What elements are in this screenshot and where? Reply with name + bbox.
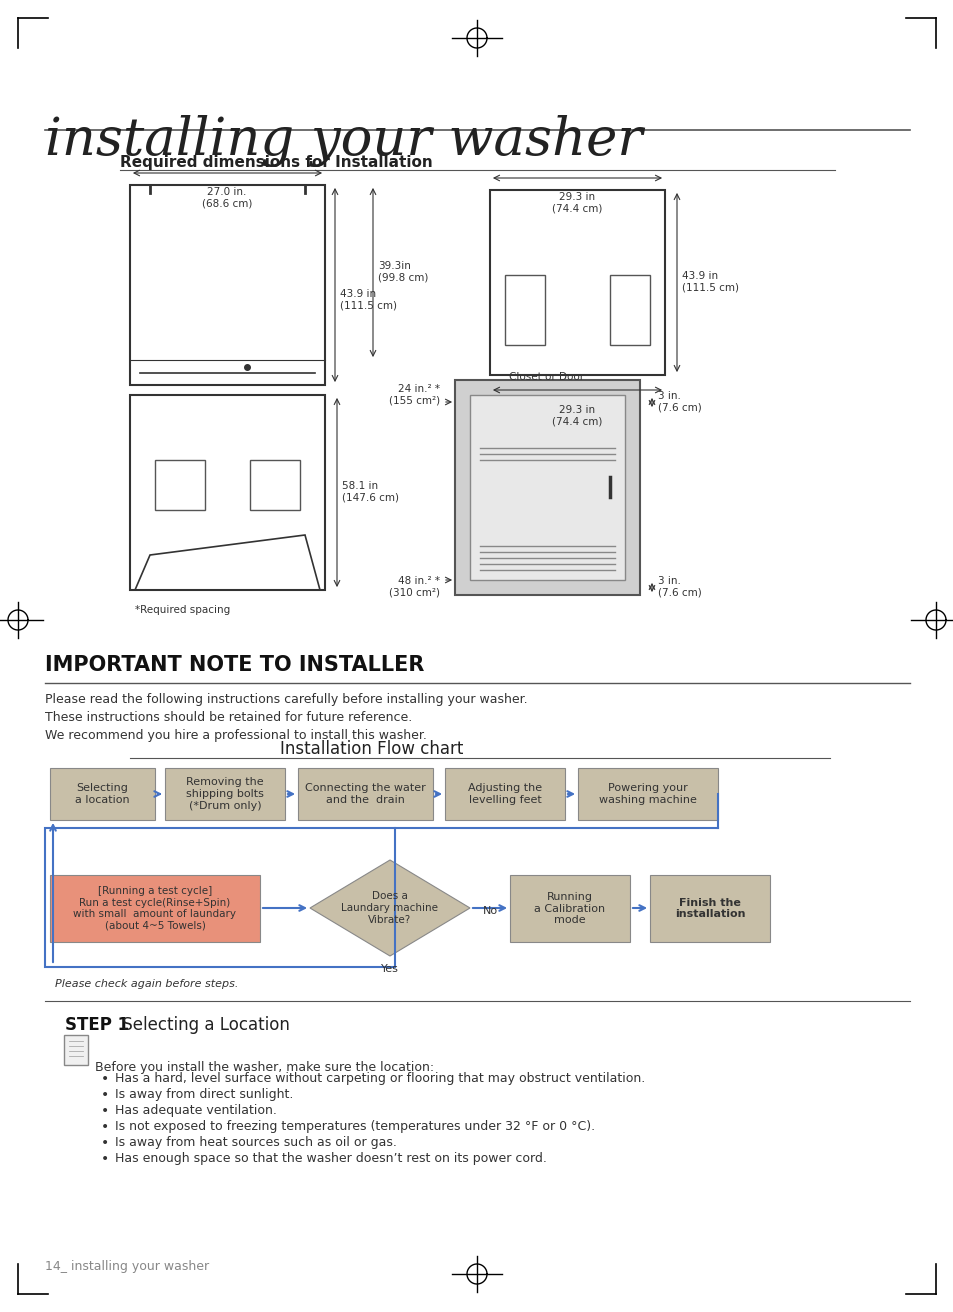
Text: Yes: Yes [380,964,398,974]
Polygon shape [310,859,470,956]
Text: 27.0 in.
(68.6 cm): 27.0 in. (68.6 cm) [202,188,252,209]
Text: Please check again before steps.: Please check again before steps. [55,979,238,989]
Text: These instructions should be retained for future reference.: These instructions should be retained fo… [45,711,412,724]
Bar [154,461,205,510]
Text: 3 in.
(7.6 cm): 3 in. (7.6 cm) [658,391,701,413]
Text: Is away from heat sources such as oil or gas.: Is away from heat sources such as oil or… [115,1136,396,1149]
Text: Closet or Door: Closet or Door [509,373,584,382]
Text: Running
a Calibration
mode: Running a Calibration mode [534,892,605,925]
Bar [130,395,325,590]
Text: 24 in.² *
(155 cm²): 24 in.² * (155 cm²) [389,384,439,405]
Text: Selecting a Location: Selecting a Location [117,1015,290,1034]
Text: Finish the
installation: Finish the installation [674,897,744,920]
Text: Please read the following instructions carefully before installing your washer.: Please read the following instructions c… [45,693,527,706]
FancyBboxPatch shape [444,768,564,820]
Text: Has a hard, level surface without carpeting or flooring that may obstruct ventil: Has a hard, level surface without carpet… [115,1072,644,1085]
Text: Has adequate ventilation.: Has adequate ventilation. [115,1103,276,1117]
Text: •: • [101,1152,109,1166]
FancyBboxPatch shape [50,875,260,942]
Text: •: • [101,1072,109,1086]
Text: 14_ installing your washer: 14_ installing your washer [45,1260,209,1273]
Text: Connecting the water
and the  drain: Connecting the water and the drain [305,783,425,804]
Bar [455,380,639,596]
FancyBboxPatch shape [578,768,718,820]
FancyBboxPatch shape [64,1035,88,1065]
Bar [250,461,299,510]
Text: We recommend you hire a professional to install this washer.: We recommend you hire a professional to … [45,729,426,743]
Text: [Running a test cycle]
Run a test cycle(Rinse+Spin)
with small  amount of launda: [Running a test cycle] Run a test cycle(… [73,886,236,932]
Bar [470,395,624,580]
Text: installing your washer: installing your washer [45,115,642,167]
Text: •: • [101,1136,109,1151]
Text: 48 in.² *
(310 cm²): 48 in.² * (310 cm²) [389,576,439,598]
Text: Powering your
washing machine: Powering your washing machine [598,783,697,804]
Text: IMPORTANT NOTE TO INSTALLER: IMPORTANT NOTE TO INSTALLER [45,655,424,674]
FancyBboxPatch shape [165,768,285,820]
Text: •: • [101,1088,109,1102]
Text: Has enough space so that the washer doesn’t rest on its power cord.: Has enough space so that the washer does… [115,1152,546,1165]
Text: Required dimensions for Installation: Required dimensions for Installation [120,155,433,171]
Text: 43.9 in
(111.5 cm): 43.9 in (111.5 cm) [681,272,739,293]
Text: Before you install the washer, make sure the location:: Before you install the washer, make sure… [95,1061,434,1075]
Text: •: • [101,1103,109,1118]
Text: Removing the
shipping bolts
(*Drum only): Removing the shipping bolts (*Drum only) [186,778,264,811]
Text: •: • [101,1120,109,1134]
Text: Selecting
a location: Selecting a location [75,783,130,804]
FancyBboxPatch shape [510,875,629,942]
Text: Is away from direct sunlight.: Is away from direct sunlight. [115,1088,294,1101]
Text: Is not exposed to freezing temperatures (temperatures under 32 °F or 0 °C).: Is not exposed to freezing temperatures … [115,1120,595,1134]
Text: 29.3 in
(74.4 cm): 29.3 in (74.4 cm) [551,405,601,426]
Bar [45,828,395,967]
Bar [130,185,325,384]
Bar [490,190,664,375]
Text: 29.3 in
(74.4 cm): 29.3 in (74.4 cm) [551,192,601,214]
Text: *Required spacing: *Required spacing [135,605,230,615]
FancyBboxPatch shape [649,875,769,942]
Bar [609,276,649,345]
FancyBboxPatch shape [297,768,433,820]
Text: 43.9 in
(111.5 cm): 43.9 in (111.5 cm) [339,289,396,311]
Text: Adjusting the
levelling feet: Adjusting the levelling feet [468,783,541,804]
FancyBboxPatch shape [50,768,154,820]
Text: No: No [482,907,497,916]
Text: 39.3in
(99.8 cm): 39.3in (99.8 cm) [377,261,428,283]
Text: 58.1 in
(147.6 cm): 58.1 in (147.6 cm) [341,482,398,502]
Text: 3 in.
(7.6 cm): 3 in. (7.6 cm) [658,576,701,598]
Text: STEP 1: STEP 1 [65,1015,129,1034]
Text: Does a
Laundary machine
Vibrate?: Does a Laundary machine Vibrate? [341,891,438,925]
Bar [504,276,544,345]
Text: Installation Flow chart: Installation Flow chart [280,740,463,758]
